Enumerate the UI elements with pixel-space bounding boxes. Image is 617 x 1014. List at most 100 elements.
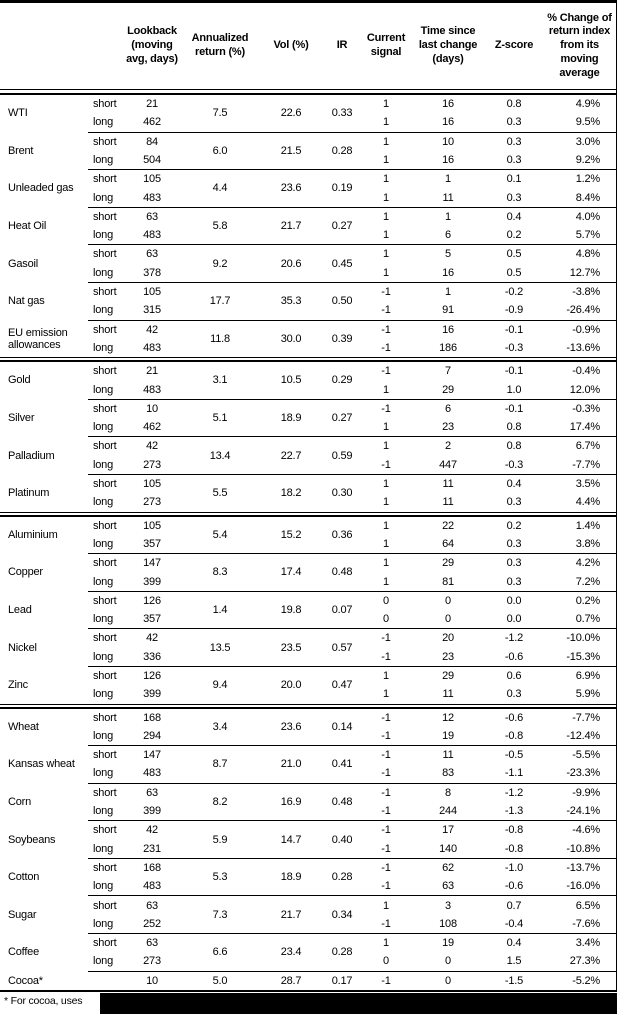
commodity-name: Brent [8,144,34,157]
zscore-value: -0.2 [504,286,524,299]
pct-change-value: 3.4% [575,937,600,950]
pct-change-value: 1.4% [575,519,600,532]
ir-value: 0.29 [331,374,353,387]
time-since-value: 5 [445,248,451,261]
lookback-value: 168 [143,711,161,724]
pct-change-value: -23.3% [566,767,600,780]
lookback-value: 231 [143,842,161,855]
row-separator [88,473,616,475]
time-since-value: 16 [442,323,454,336]
time-since-value: 244 [439,805,457,818]
zscore-value: -1.5 [504,974,524,987]
vol-value: 17.4 [280,566,302,579]
ir-value: 0.19 [331,182,353,195]
pct-change-value: 5.7% [575,229,600,242]
leg-label: long [93,575,113,588]
signal-value: -1 [381,650,391,663]
signal-value: 1 [383,537,389,550]
annualized-return-value: 9.2 [212,257,228,270]
time-since-value: 1 [445,210,451,223]
pct-change-value: -5.5% [572,749,600,762]
leg-label: long [93,955,113,968]
lookback-value: 336 [143,650,161,663]
vol-value: 21.7 [280,908,302,921]
annualized-return-value: 17.7 [209,295,231,308]
signal-value: -1 [381,805,391,818]
signal-value: 1 [383,440,389,453]
pct-change-value: -7.6% [572,917,600,930]
time-since-value: 23 [442,650,454,663]
commodity-block: Palladium 13.4 22.7 0.59 short 42 1 2 0.8 6.7% lon… [0,437,616,474]
ir-value: 0.57 [331,641,353,654]
vol-value: 22.7 [280,449,302,462]
vol-value: 21.5 [280,144,302,157]
annualized-return-value: 3.1 [212,374,228,387]
vol-value: 15.2 [280,528,302,541]
lookback-value: 63 [146,899,158,912]
commodity-block: Unleaded gas 4.4 23.6 0.19 short 105 1 1 0.1 1.2%… [0,170,616,207]
leg-label: short [93,861,117,874]
signal-value: -1 [381,861,391,874]
lookback-value: 252 [143,917,161,930]
header-annualized-return: Annualized return (%) [191,32,249,58]
bottom-rule [0,989,616,992]
commodity-block: Wheat 3.4 23.6 0.14 short 168 -1 12 -0.6 -7.7% lon… [0,709,616,746]
row-separator [88,206,616,208]
pct-change-value: -15.3% [566,650,600,663]
annualized-return-value: 5.3 [212,871,228,884]
lookback-value: 357 [143,537,161,550]
pct-change-value: -0.9% [572,323,600,336]
leg-label: short [93,210,117,223]
annualized-return-value: 13.5 [209,641,231,654]
commodity-block: Zinc 9.4 20.0 0.47 short 126 1 29 0.6 6.9% long 399… [0,667,616,704]
header-time-since-last-change: Time since last change (days) [418,25,478,65]
lookback-value: 42 [146,824,158,837]
pct-change-value: 3.5% [575,478,600,491]
pct-change-value: 4.4% [575,496,600,509]
commodity-block: Platinum 5.5 18.2 0.30 short 105 1 11 0.4 3.5% lon… [0,475,616,512]
signal-value: -1 [381,402,391,415]
ir-value: 0.39 [331,332,353,345]
zscore-value: -0.1 [504,365,524,378]
signal-value: 1 [383,153,389,166]
zscore-value: -1.1 [504,767,524,780]
redaction-bar [100,992,617,1014]
time-since-value: 16 [442,153,454,166]
annualized-return-value: 5.1 [212,412,228,424]
time-since-value: 29 [442,557,454,570]
row-separator [88,628,616,630]
signal-value: -1 [381,824,391,837]
commodity-name: WTI [8,107,28,120]
leg-label: short [93,173,117,186]
leg-label: short [93,937,117,950]
footnote: * For cocoa, uses [0,992,617,1014]
commodity-name: Gold [8,374,31,387]
pct-change-value: 5.9% [575,688,600,701]
pct-change-value: 6.7% [575,440,600,453]
ir-value: 0.41 [331,758,353,771]
signal-value: 1 [383,229,389,242]
ir-value: 0.28 [331,946,353,959]
vol-value: 21.7 [280,220,302,233]
commodity-block: Aluminium 5.4 15.2 0.36 short 105 1 22 0.2 1.4% lo… [0,517,616,554]
signal-value: 1 [383,98,389,111]
time-since-value: 447 [439,458,457,471]
header-lookback: Lookback (moving avg, days) [126,25,178,65]
signal-value: -1 [381,286,391,299]
header-pct-change: % Change of return index from its moving… [547,11,612,79]
lookback-value: 294 [143,729,161,742]
leg-label: long [93,613,113,626]
vol-value: 18.9 [280,871,302,884]
commodity-name: Cotton [8,871,40,884]
commodity-block: Kansas wheat 8.7 21.0 0.41 short 147 -1 11 -0.5 -… [0,746,616,783]
leg-label: short [93,440,117,453]
lookback-value: 462 [143,421,161,434]
pct-change-value: -9.9% [572,786,600,799]
annualized-return-value: 8.3 [212,566,228,579]
pct-change-value: -10.8% [566,842,600,855]
zscore-value: -0.1 [504,402,524,415]
zscore-value: 0.4 [506,937,522,950]
row-separator [88,131,616,133]
vol-value: 20.0 [280,679,302,692]
commodity-name: Gasoil [8,257,38,270]
